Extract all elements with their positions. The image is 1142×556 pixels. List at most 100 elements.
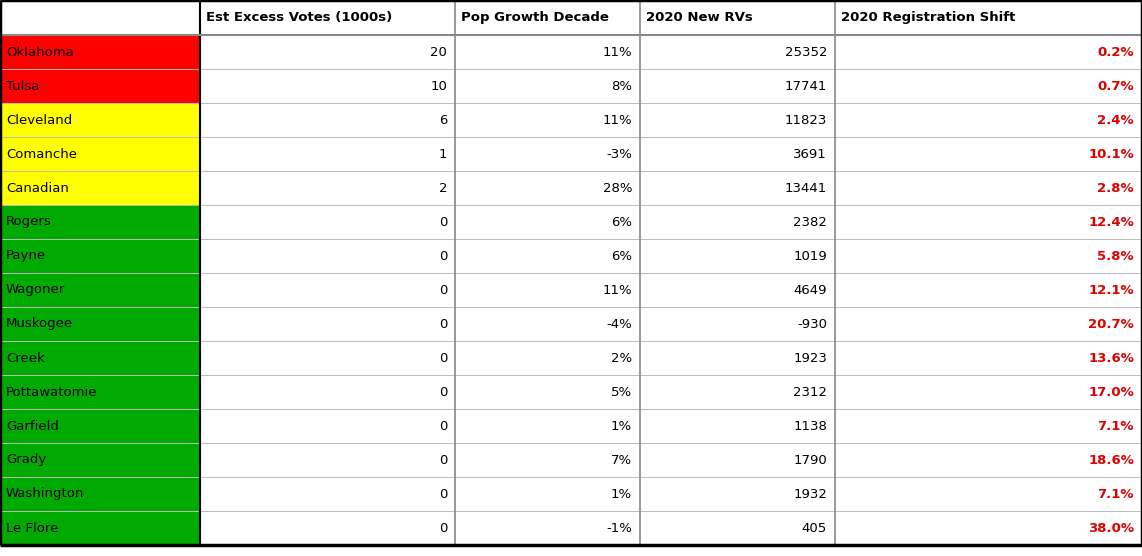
Bar xyxy=(0,375,200,409)
Bar xyxy=(200,443,455,477)
Bar xyxy=(200,477,455,511)
Text: 3691: 3691 xyxy=(794,147,827,161)
Bar xyxy=(455,443,640,477)
Text: Cleveland: Cleveland xyxy=(6,113,72,127)
Bar xyxy=(0,239,200,273)
Bar xyxy=(640,307,835,341)
Bar xyxy=(640,103,835,137)
Text: Payne: Payne xyxy=(6,250,46,262)
Text: 25352: 25352 xyxy=(785,46,827,58)
Text: 2%: 2% xyxy=(611,351,632,365)
Bar xyxy=(0,35,200,69)
Text: 0.2%: 0.2% xyxy=(1097,46,1134,58)
Text: Tulsa: Tulsa xyxy=(6,80,39,92)
Bar xyxy=(0,307,200,341)
Text: 0.7%: 0.7% xyxy=(1097,80,1134,92)
Bar xyxy=(200,511,455,545)
Text: 10: 10 xyxy=(431,80,447,92)
Text: 2: 2 xyxy=(439,181,447,195)
Text: 1%: 1% xyxy=(611,419,632,433)
Bar xyxy=(640,171,835,205)
Bar xyxy=(640,511,835,545)
Bar xyxy=(455,137,640,171)
Bar xyxy=(455,69,640,103)
Text: 12.1%: 12.1% xyxy=(1088,284,1134,296)
Text: Muskogee: Muskogee xyxy=(6,317,73,330)
Text: 2020 Registration Shift: 2020 Registration Shift xyxy=(841,11,1015,24)
Bar xyxy=(455,273,640,307)
Text: 13441: 13441 xyxy=(785,181,827,195)
Bar xyxy=(0,103,200,137)
Text: 28%: 28% xyxy=(603,181,632,195)
Bar xyxy=(835,443,1142,477)
Text: 8%: 8% xyxy=(611,80,632,92)
Bar xyxy=(455,409,640,443)
Bar xyxy=(455,511,640,545)
Text: Rogers: Rogers xyxy=(6,216,51,229)
Text: 1790: 1790 xyxy=(794,454,827,466)
Text: 1923: 1923 xyxy=(794,351,827,365)
Text: 18.6%: 18.6% xyxy=(1088,454,1134,466)
Text: 1: 1 xyxy=(439,147,447,161)
Bar xyxy=(0,0,1142,35)
Bar xyxy=(0,341,200,375)
Bar xyxy=(455,35,640,69)
Text: Comanche: Comanche xyxy=(6,147,77,161)
Text: 0: 0 xyxy=(439,317,447,330)
Bar xyxy=(640,239,835,273)
Bar xyxy=(0,511,200,545)
Text: 12.4%: 12.4% xyxy=(1088,216,1134,229)
Text: 1%: 1% xyxy=(611,488,632,500)
Bar xyxy=(455,171,640,205)
Bar xyxy=(0,477,200,511)
Text: Creek: Creek xyxy=(6,351,45,365)
Text: Washington: Washington xyxy=(6,488,85,500)
Bar xyxy=(835,409,1142,443)
Text: 5%: 5% xyxy=(611,385,632,399)
Bar xyxy=(835,341,1142,375)
Text: 7.1%: 7.1% xyxy=(1097,488,1134,500)
Bar xyxy=(455,205,640,239)
Text: 5.8%: 5.8% xyxy=(1097,250,1134,262)
Text: 4649: 4649 xyxy=(794,284,827,296)
Text: Est Excess Votes (1000s): Est Excess Votes (1000s) xyxy=(206,11,392,24)
Text: 7.1%: 7.1% xyxy=(1097,419,1134,433)
Bar xyxy=(835,171,1142,205)
Text: 0: 0 xyxy=(439,216,447,229)
Bar xyxy=(0,443,200,477)
Bar xyxy=(640,443,835,477)
Bar xyxy=(0,205,200,239)
Bar xyxy=(640,69,835,103)
Bar xyxy=(200,409,455,443)
Bar xyxy=(0,171,200,205)
Text: Pop Growth Decade: Pop Growth Decade xyxy=(461,11,609,24)
Text: 7%: 7% xyxy=(611,454,632,466)
Text: 1932: 1932 xyxy=(794,488,827,500)
Text: 13.6%: 13.6% xyxy=(1088,351,1134,365)
Text: Le Flore: Le Flore xyxy=(6,522,58,534)
Bar xyxy=(835,69,1142,103)
Text: 0: 0 xyxy=(439,351,447,365)
Bar xyxy=(835,35,1142,69)
Bar xyxy=(640,375,835,409)
Text: 6%: 6% xyxy=(611,216,632,229)
Text: 11%: 11% xyxy=(602,46,632,58)
Text: Garfield: Garfield xyxy=(6,419,59,433)
Bar xyxy=(0,409,200,443)
Bar xyxy=(835,103,1142,137)
Text: 0: 0 xyxy=(439,454,447,466)
Text: -1%: -1% xyxy=(606,522,632,534)
Text: 17741: 17741 xyxy=(785,80,827,92)
Bar xyxy=(455,239,640,273)
Bar xyxy=(0,137,200,171)
Bar xyxy=(640,35,835,69)
Text: 20: 20 xyxy=(431,46,447,58)
Bar xyxy=(200,69,455,103)
Bar xyxy=(455,103,640,137)
Text: Wagoner: Wagoner xyxy=(6,284,65,296)
Bar xyxy=(200,137,455,171)
Bar xyxy=(640,409,835,443)
Text: 10.1%: 10.1% xyxy=(1088,147,1134,161)
Text: Pottawatomie: Pottawatomie xyxy=(6,385,97,399)
Text: Canadian: Canadian xyxy=(6,181,69,195)
